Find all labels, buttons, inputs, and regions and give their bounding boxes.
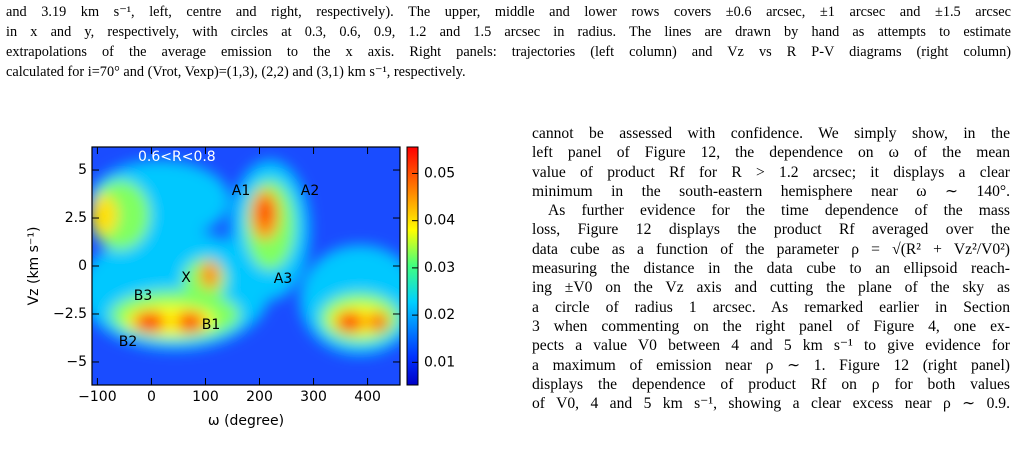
annotation: B3 <box>134 288 153 304</box>
caption-line: extrapolations of the average emission t… <box>6 44 1011 60</box>
x-tick-label: 0 <box>147 389 156 405</box>
body-line: 3 when commenting on the right panel of … <box>532 317 1010 335</box>
body-line: ing ±V0 on the Vz axis and cutting the p… <box>532 279 1010 297</box>
y-tick-label: 0 <box>78 258 87 274</box>
panel-label: 0.6<R<0.8 <box>138 149 216 165</box>
y-tick-label: −2.5 <box>53 306 87 322</box>
y-tick-label: −5 <box>66 354 87 370</box>
y-axis-label: Vz (km s⁻¹) <box>26 227 42 306</box>
body-text: cannot be assessed with confidence. We s… <box>532 124 1010 413</box>
colorbar-tick-label: 0.05 <box>424 165 455 181</box>
y-tick-label: 5 <box>78 162 87 178</box>
caption-line: in x and y, respectively, with circles a… <box>6 24 1011 40</box>
body-line: data cube as a function of the parameter… <box>532 240 1010 258</box>
annotation: A1 <box>232 183 250 199</box>
body-line: of V0, 4 and 5 km s⁻¹, showing a clear e… <box>532 395 1010 413</box>
x-tick-label: 200 <box>246 389 273 405</box>
body-line: measuring the distance in the data cube … <box>532 260 1010 278</box>
annotation: A3 <box>274 271 292 287</box>
x-tick-label: 400 <box>354 389 381 405</box>
heatmap <box>92 147 400 385</box>
body-line: As further evidence for the time depende… <box>548 202 1010 220</box>
colorbar-tick-label: 0.02 <box>424 307 455 323</box>
body-line: loss, Figure 12 displays the product Rf … <box>532 221 1010 239</box>
colorbar-tick-label: 0.03 <box>424 260 455 276</box>
body-line: value of product Rf for R > 1.2 arcsec; … <box>532 163 1010 181</box>
body-line: left panel of Figure 12, the dependence … <box>532 144 1010 162</box>
caption-line: and 3.19 km s⁻¹, left, centre and right,… <box>6 4 1011 20</box>
x-tick-label: −100 <box>78 389 116 405</box>
body-line: a circle of radius 1 arcsec. As remarked… <box>532 298 1010 316</box>
x-tick-label: 100 <box>192 389 219 405</box>
annotation: B2 <box>119 334 138 350</box>
colorbar-tick-label: 0.04 <box>424 213 455 229</box>
body-line: displays the dependence of product Rf on… <box>532 375 1010 393</box>
y-tick-label: 2.5 <box>65 210 87 226</box>
body-line: cannot be assessed with confidence. We s… <box>532 125 1010 142</box>
annotation: A2 <box>301 183 319 199</box>
caption: and 3.19 km s⁻¹, left, centre and right,… <box>6 2 1011 82</box>
body-line: minimum in the south-eastern hemisphere … <box>532 182 1010 200</box>
colorbar-tick-label: 0.01 <box>424 354 455 370</box>
annotation: X <box>181 270 191 286</box>
body-line: a maximum of emission near ρ ∼ 1. Figure… <box>532 356 1010 374</box>
annotation: B1 <box>202 317 221 333</box>
x-axis-label: ω (degree) <box>208 413 284 429</box>
colorbar <box>406 146 419 386</box>
caption-line: calculated for i=70° and (Vrot, Vexp)=(1… <box>6 64 466 80</box>
body-line: pects a value V0 between 4 and 5 km s⁻¹ … <box>532 337 1010 355</box>
figure: −100 0 100 200 300 400 5 2.5 0 −2.5 −5 0.05 0.04 0.03… <box>26 146 455 429</box>
x-tick-label: 300 <box>300 389 327 405</box>
